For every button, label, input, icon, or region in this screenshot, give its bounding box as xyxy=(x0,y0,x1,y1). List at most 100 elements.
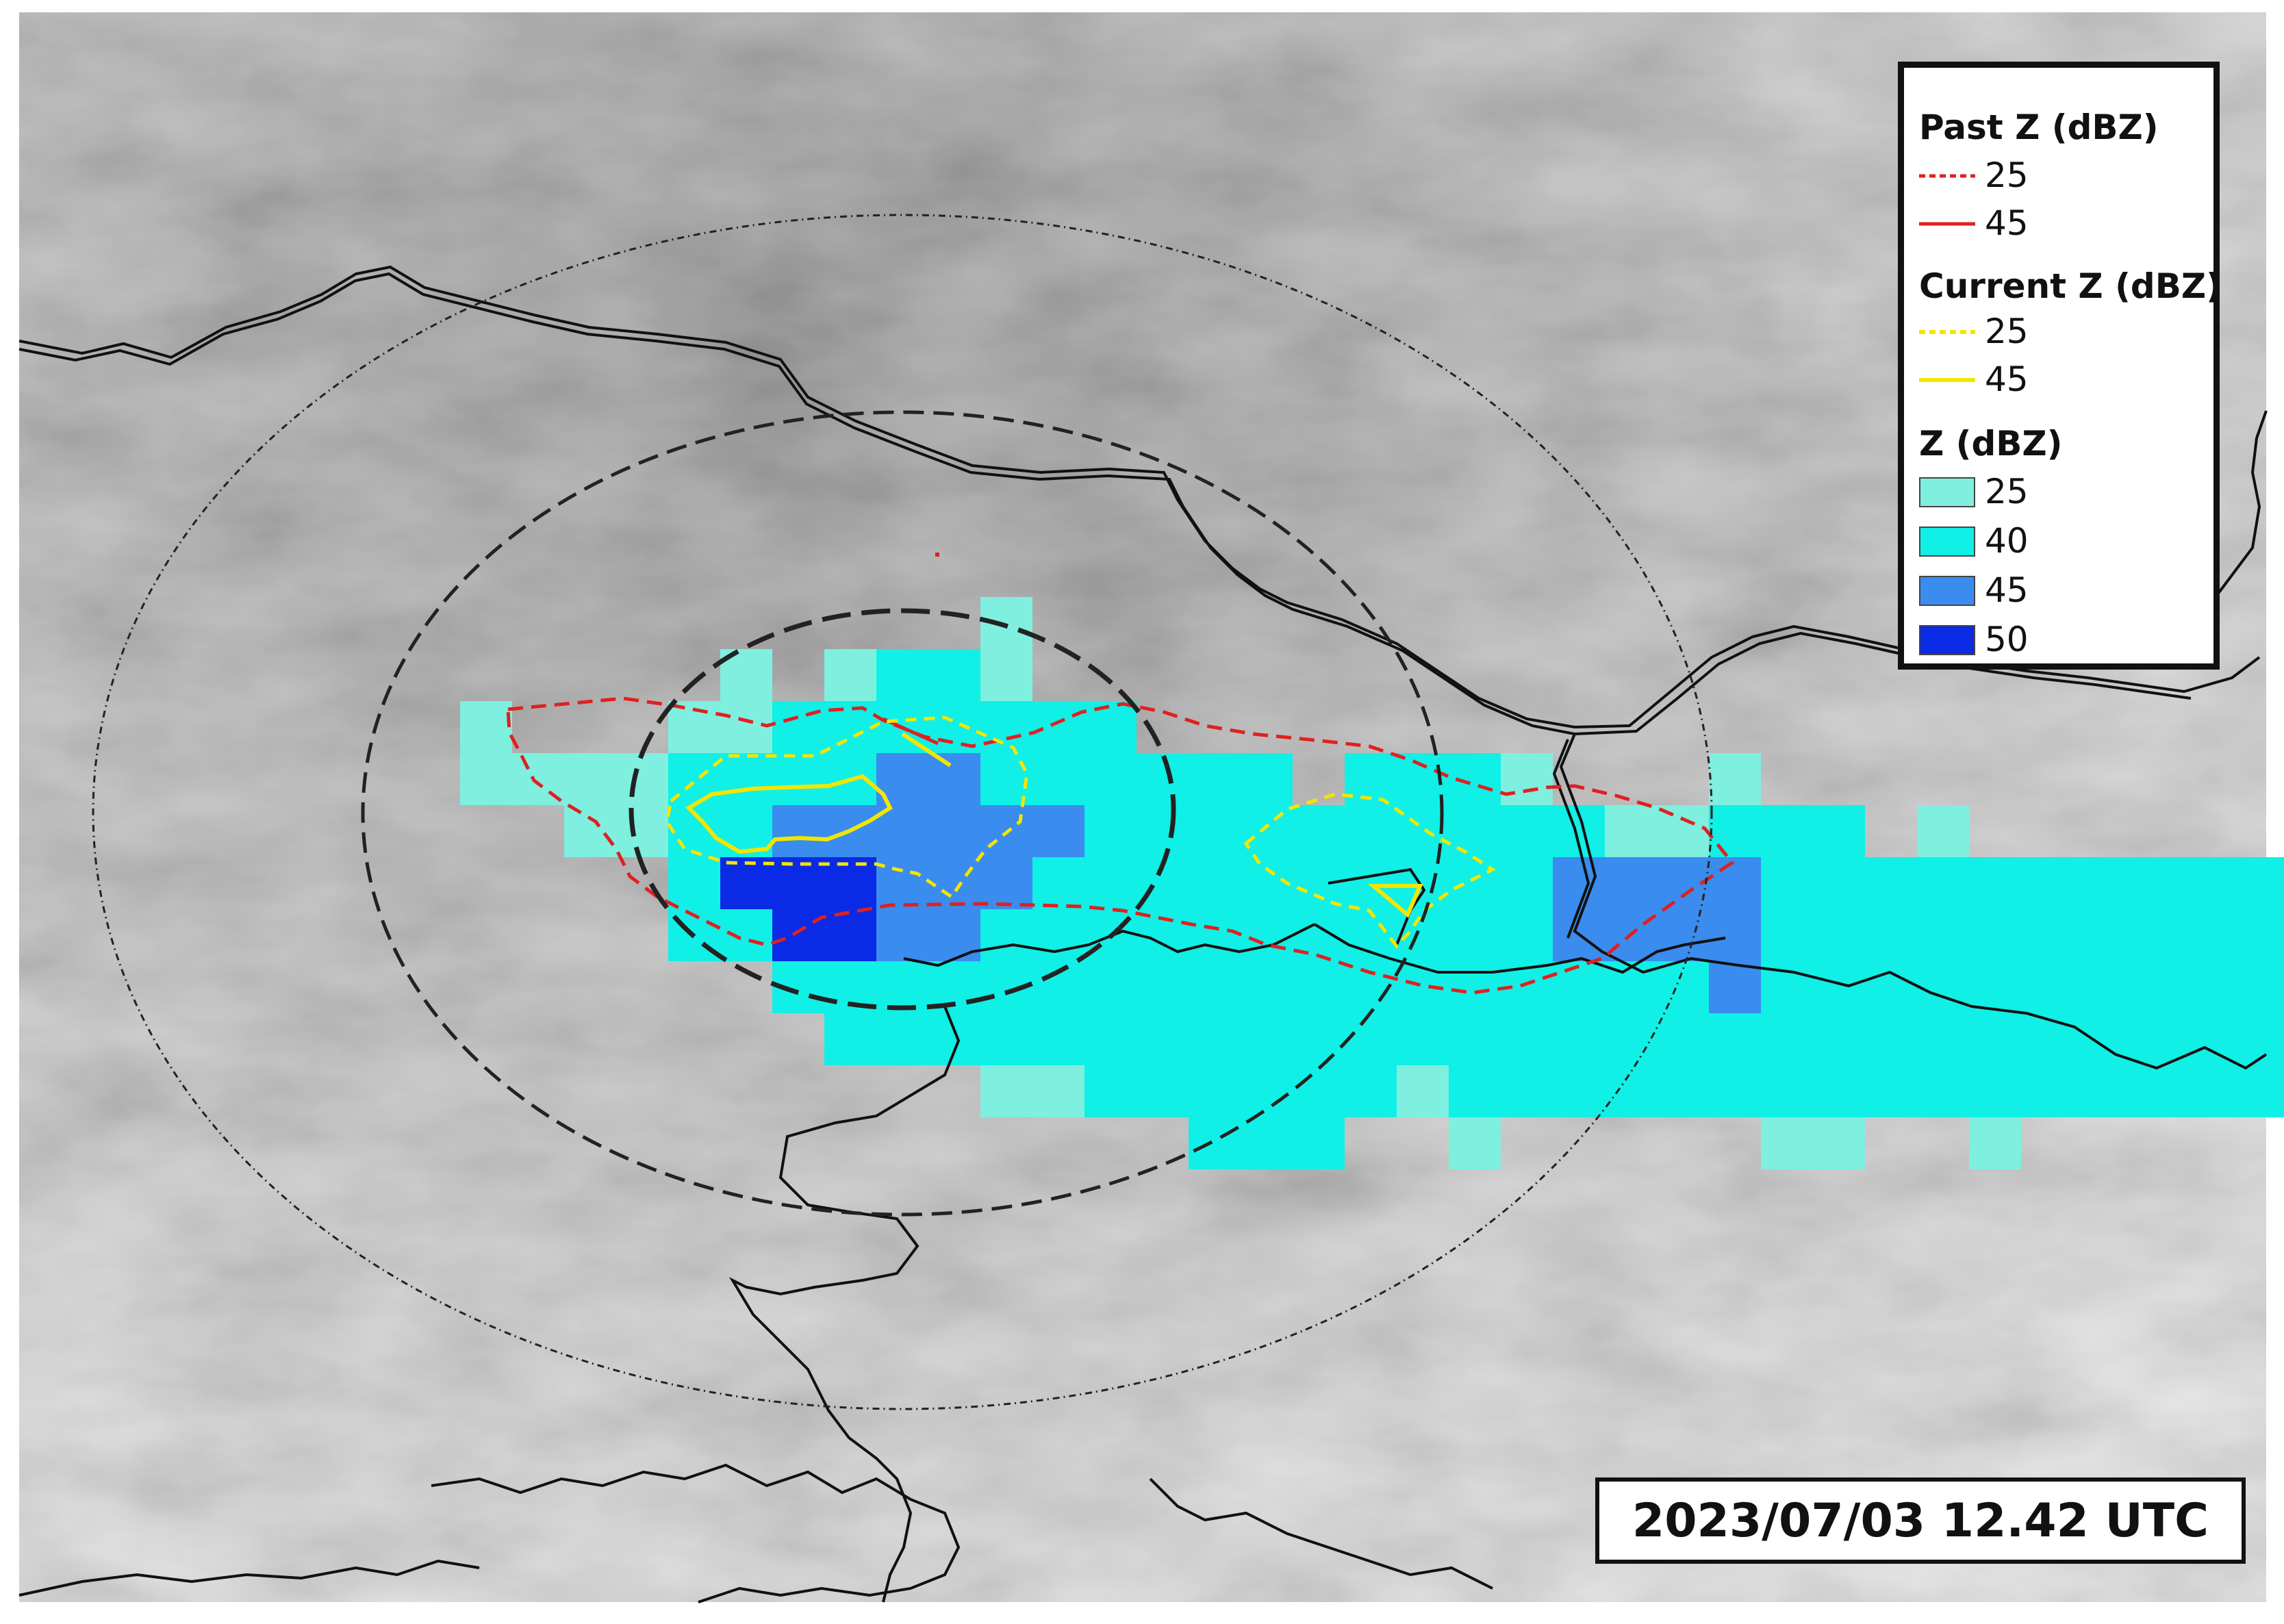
reflectivity-cell xyxy=(1032,1065,1084,1117)
reflectivity-cell xyxy=(824,857,876,909)
reflectivity-cell xyxy=(2229,961,2281,1013)
reflectivity-cell xyxy=(2281,857,2284,909)
reflectivity-cell xyxy=(2073,1065,2125,1117)
reflectivity-cell xyxy=(1657,909,1709,961)
legend-past-25-line xyxy=(1919,174,1975,178)
reflectivity-cell xyxy=(1293,961,1345,1013)
reflectivity-cell xyxy=(1189,961,1241,1013)
reflectivity-cell xyxy=(1449,1065,1501,1117)
reflectivity-cell xyxy=(1084,701,1137,753)
reflectivity-cell xyxy=(1397,1013,1449,1065)
reflectivity-cell xyxy=(1189,805,1241,857)
reflectivity-cell xyxy=(1761,1013,1813,1065)
reflectivity-cell xyxy=(1969,961,2021,1013)
reflectivity-cell xyxy=(2021,1013,2073,1065)
reflectivity-cell xyxy=(2281,1013,2284,1065)
reflectivity-cell xyxy=(928,753,980,805)
reflectivity-cell xyxy=(1657,961,1709,1013)
reflectivity-cell xyxy=(1449,961,1501,1013)
reflectivity-cell xyxy=(2125,1065,2177,1117)
reflectivity-cell xyxy=(1761,1117,1813,1169)
reflectivity-cell xyxy=(1969,1013,2021,1065)
reflectivity-cell xyxy=(1137,961,1189,1013)
reflectivity-cell xyxy=(1709,1013,1761,1065)
reflectivity-cell xyxy=(1553,1065,1605,1117)
past-z-25-contour xyxy=(506,696,1735,995)
reflectivity-cell xyxy=(2125,857,2177,909)
legend-past-25-label: 25 xyxy=(1985,155,2029,195)
reflectivity-cell xyxy=(460,701,512,753)
reflectivity-cell xyxy=(772,701,824,753)
reflectivity-cell xyxy=(460,753,512,805)
reflectivity-cell xyxy=(2125,909,2177,961)
reflectivity-cell xyxy=(2177,1013,2229,1065)
reflectivity-cell xyxy=(1917,857,1969,909)
reflectivity-cell xyxy=(980,701,1032,753)
border-east-coast xyxy=(2210,410,2268,604)
current-z-45-contour-east xyxy=(1367,884,1423,918)
reflectivity-cell xyxy=(1345,753,1397,805)
reflectivity-cell xyxy=(1709,909,1761,961)
border-middle xyxy=(1313,923,1726,974)
reflectivity-cell xyxy=(980,1013,1032,1065)
reflectivity-cell xyxy=(1293,805,1345,857)
reflectivity-cell xyxy=(1917,1065,1969,1117)
border-west-south xyxy=(728,1006,961,1603)
legend-z-title: Z (dBZ) xyxy=(1919,424,2063,464)
reflectivity-cell xyxy=(1605,1013,1657,1065)
border-south-east xyxy=(1559,733,2268,1070)
reflectivity-cell xyxy=(2073,1013,2125,1065)
reflectivity-cell xyxy=(1501,1013,1553,1065)
coastline-south-west xyxy=(431,1463,961,1603)
reflectivity-cell xyxy=(824,1013,876,1065)
current-z-45-contour-line xyxy=(901,732,952,767)
current-z-45-contour-west xyxy=(685,774,893,854)
reflectivity-cell xyxy=(876,649,928,701)
reflectivity-cell xyxy=(1449,1013,1501,1065)
reflectivity-cell xyxy=(1084,1065,1137,1117)
reflectivity-cell xyxy=(1241,961,1293,1013)
coastline-south-right xyxy=(1149,1477,1493,1590)
reflectivity-cell xyxy=(1137,1013,1189,1065)
reflectivity-cell xyxy=(824,909,876,961)
reflectivity-cell xyxy=(668,857,720,909)
reflectivity-cell xyxy=(1865,857,1917,909)
reflectivity-cell xyxy=(1293,857,1345,909)
reflectivity-cell xyxy=(1709,857,1761,909)
legend-past-45-label: 45 xyxy=(1985,203,2029,243)
legend-z-50-label: 50 xyxy=(1985,620,2029,659)
reflectivity-cell xyxy=(772,805,824,857)
reflectivity-cell xyxy=(1032,1013,1084,1065)
reflectivity-cell xyxy=(2281,1065,2284,1117)
coastline-south-left xyxy=(18,1559,480,1597)
reflectivity-cell xyxy=(1241,805,1293,857)
reflectivity-cell xyxy=(928,805,980,857)
reflectivity-cell xyxy=(1501,753,1553,805)
reflectivity-cell xyxy=(1605,857,1657,909)
legend-current-25-label: 25 xyxy=(1985,312,2029,351)
reflectivity-cell xyxy=(980,909,1032,961)
reflectivity-cell xyxy=(1293,1013,1345,1065)
reflectivity-cell xyxy=(1917,1013,1969,1065)
reflectivity-cell xyxy=(1969,1117,2021,1169)
reflectivity-cell xyxy=(928,1013,980,1065)
reflectivity-cell xyxy=(720,909,772,961)
reflectivity-cell xyxy=(772,753,824,805)
legend-current-45-line xyxy=(1919,378,1975,382)
reflectivity-cell xyxy=(1345,1065,1397,1117)
reflectivity-cell xyxy=(1345,805,1397,857)
reflectivity-cell xyxy=(1813,1117,1865,1169)
reflectivity-cells xyxy=(460,597,2284,1169)
reflectivity-cell xyxy=(1032,857,1084,909)
legend-z-40-swatch xyxy=(1919,526,1975,557)
reflectivity-cell xyxy=(2229,909,2281,961)
reflectivity-cell xyxy=(1449,805,1501,857)
reflectivity-cell xyxy=(2177,857,2229,909)
reflectivity-cell xyxy=(1969,857,2021,909)
reflectivity-cell xyxy=(1241,857,1293,909)
reflectivity-cell xyxy=(1969,909,2021,961)
reflectivity-cell xyxy=(2021,909,2073,961)
reflectivity-cell xyxy=(1969,1065,2021,1117)
reflectivity-cell xyxy=(1189,1065,1241,1117)
reflectivity-cell xyxy=(772,857,824,909)
